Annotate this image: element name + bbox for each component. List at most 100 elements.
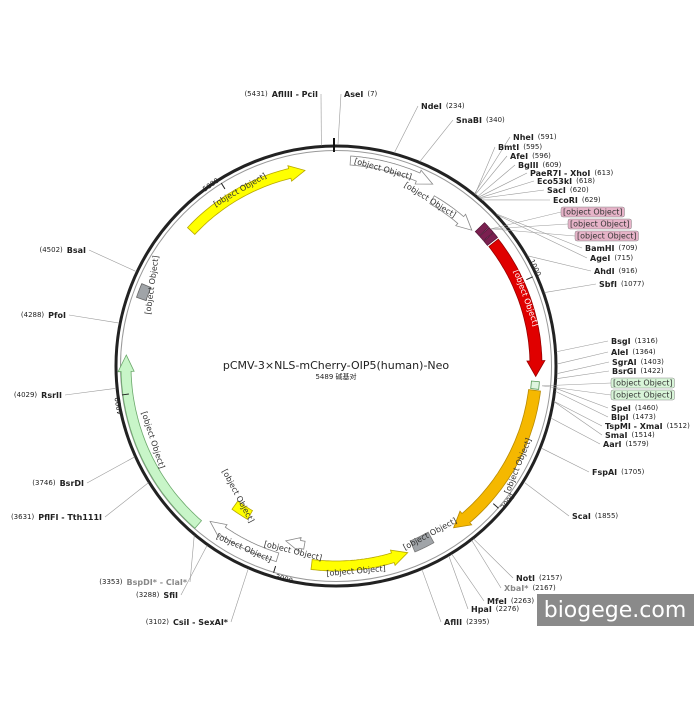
- site-name: BmtI: [498, 143, 519, 152]
- site-name: XbaI*: [504, 584, 529, 593]
- site-name: TspMI - XmaI: [605, 422, 663, 431]
- site-position: (3353): [99, 578, 123, 586]
- site-name: SmaI: [605, 431, 627, 440]
- site-name: BsrDI: [60, 479, 84, 488]
- site-label: AflII (2395): [444, 618, 490, 627]
- site-label: BsgI (1316): [611, 337, 658, 346]
- site-label: HpaI (2276): [471, 605, 519, 614]
- site-name: AflII: [444, 618, 462, 627]
- site-position: (1077): [621, 280, 645, 288]
- site-name: Eco53kI: [537, 177, 572, 186]
- site-position: (2157): [539, 574, 563, 582]
- watermark: biogege.com: [544, 598, 687, 623]
- site-label: ScaI (1855): [572, 512, 618, 521]
- site-position: (3631): [11, 513, 35, 521]
- plasmid-size: 5489 碱基对: [315, 372, 356, 381]
- site-position: (3102): [146, 618, 170, 626]
- site-position: (629): [582, 196, 601, 204]
- site-position: (613): [594, 169, 613, 177]
- site-position: (596): [532, 152, 551, 160]
- site-name: AflIII - PciI: [272, 90, 318, 99]
- site-position: (4288): [21, 311, 45, 319]
- site-label: SnaBI(340): [456, 116, 505, 125]
- site-position: (4029): [14, 391, 38, 399]
- site-position: (340): [486, 116, 505, 124]
- site-name: AseI: [344, 90, 363, 99]
- site-name: SgrAI: [612, 358, 637, 367]
- site-name: FspAI: [592, 468, 617, 477]
- site-name: BlpI: [611, 413, 629, 422]
- site-position: (1705): [621, 468, 645, 476]
- site-position: (591): [538, 133, 557, 141]
- site-name: AarI: [603, 440, 622, 449]
- plasmid-title: pCMV-3×NLS-mCherry-OIP5(human)-Neo: [223, 359, 450, 372]
- site-label: AseI (7): [344, 90, 378, 99]
- site-label: (5431) AflIII - PciI: [244, 90, 318, 99]
- site-position: (2263): [511, 597, 535, 605]
- site-name: HpaI: [471, 605, 492, 614]
- site-label: SpeI (1460): [611, 404, 658, 413]
- site-position: (3288): [136, 591, 160, 599]
- site-position: (5431): [244, 90, 268, 98]
- site-label: AarI (1579): [603, 440, 649, 449]
- site-position: (1403): [641, 358, 665, 366]
- site-label: (3631)PflFI - Tth111I: [11, 513, 102, 522]
- site-name: AhdI: [594, 267, 615, 276]
- site-position: (715): [614, 254, 633, 262]
- site-name: SpeI: [611, 404, 631, 413]
- site-label: (4502) BsaI: [39, 246, 86, 255]
- site-position: (1855): [595, 512, 619, 520]
- site-name: NheI: [513, 133, 534, 142]
- site-position: (1512): [667, 422, 691, 430]
- site-label: (3353) BspDI* - ClaI*: [99, 578, 188, 587]
- site-position: (2167): [532, 584, 556, 592]
- site-name: BsrGI: [612, 367, 636, 376]
- site-name: ScaI: [572, 512, 591, 521]
- feature-label: [object Object]: [563, 208, 623, 217]
- site-name: SbfI: [599, 280, 617, 289]
- site-name: AfeI: [510, 152, 528, 161]
- site-label: (4288)PfoI: [21, 311, 66, 320]
- feature-label: [object Object]: [613, 391, 673, 400]
- site-name: NotI: [516, 574, 535, 583]
- site-position: (1460): [635, 404, 659, 412]
- site-position: (709): [619, 244, 638, 252]
- site-position: (1364): [632, 348, 656, 356]
- site-position: (620): [570, 186, 589, 194]
- site-name: RsrII: [41, 391, 62, 400]
- site-label: AleI (1364): [611, 348, 656, 357]
- site-label: Eco53kI(618): [537, 177, 595, 186]
- site-position: (1579): [626, 440, 650, 448]
- site-name: SacI: [547, 186, 566, 195]
- site-label: NotI (2157): [516, 574, 563, 583]
- site-position: (4502): [39, 246, 63, 254]
- site-name: BsaI: [67, 246, 86, 255]
- site-label: (3288)SfiI: [136, 591, 178, 600]
- site-label: BlpI (1473): [611, 413, 656, 422]
- site-name: SfiI: [163, 591, 178, 600]
- site-name: AleI: [611, 348, 628, 357]
- site-label: BamHI (709): [585, 244, 638, 253]
- site-position: (7): [367, 90, 377, 98]
- site-position: (3746): [32, 479, 56, 487]
- site-label: (3102)CsiI - SexAI*: [146, 618, 229, 627]
- site-position: (234): [446, 102, 465, 110]
- feature-arc: [531, 381, 540, 389]
- site-name: AgeI: [590, 254, 610, 263]
- site-position: (2276): [496, 605, 520, 613]
- site-position: (1514): [631, 431, 655, 439]
- site-label: SbfI (1077): [599, 280, 644, 289]
- site-name: BsgI: [611, 337, 631, 346]
- site-position: (1473): [633, 413, 657, 421]
- site-position: (1316): [635, 337, 659, 345]
- feature-label: [object Object]: [613, 379, 673, 388]
- site-name: BspDI* - ClaI*: [127, 578, 188, 587]
- site-position: (2395): [466, 618, 490, 626]
- feature-label: [object Object]: [570, 220, 630, 229]
- feature-label: [object Object]: [577, 232, 637, 241]
- site-name: BamHI: [585, 244, 615, 253]
- site-position: (1422): [640, 367, 664, 375]
- site-name: EcoRI: [553, 196, 578, 205]
- site-name: CsiI - SexAI*: [173, 618, 229, 627]
